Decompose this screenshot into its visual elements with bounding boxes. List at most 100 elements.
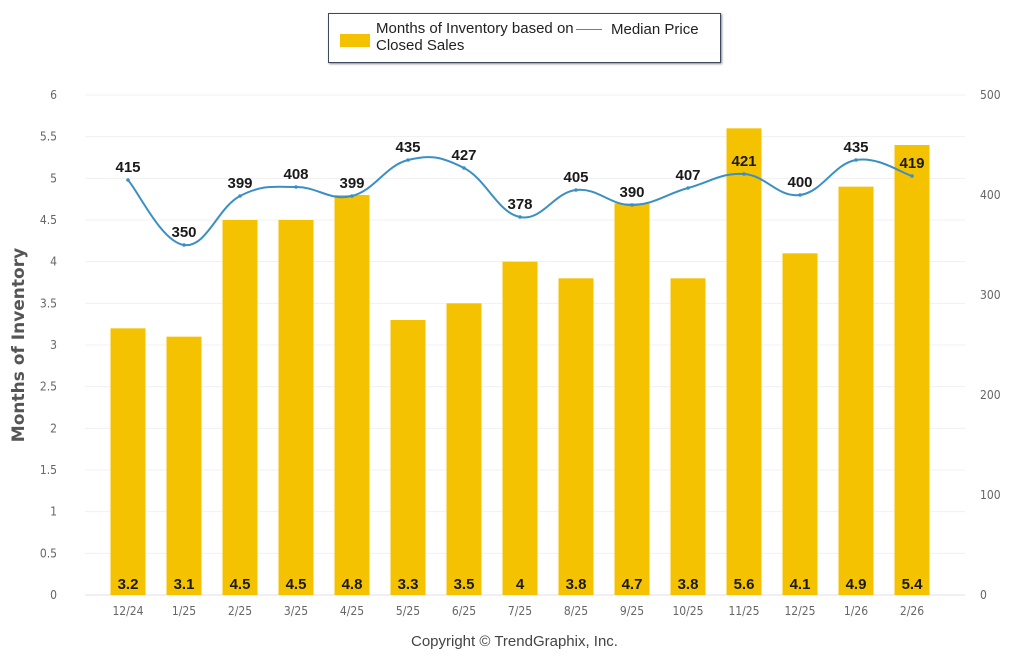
bar [782, 253, 818, 596]
y-tick-label: 5.5 [40, 130, 57, 144]
bar [726, 128, 762, 596]
line-data-label: 435 [843, 139, 868, 156]
bar-data-label: 4.5 [286, 576, 307, 593]
x-tick-label: 5/25 [396, 604, 420, 618]
line-point [910, 174, 914, 178]
bar-series: 3.2 3.1 4.5 4.5 4.8 3.3 3.5 4 3.8 4.7 3.8 5.6 4.1 4.9… [110, 128, 930, 596]
bar-data-label: 3.8 [566, 576, 587, 593]
bar [166, 336, 202, 595]
y2-tick-label: 500 [980, 88, 1001, 102]
line-point [574, 188, 578, 192]
y2-tick-label: 0 [980, 588, 987, 602]
line-point [742, 172, 746, 176]
line-point [182, 243, 186, 247]
line-point [630, 203, 634, 207]
x-tick-label: 11/25 [728, 604, 759, 618]
y-tick-label: 6 [50, 88, 57, 102]
line-data-label: 415 [115, 159, 140, 176]
y2-tick-label: 200 [980, 388, 1001, 402]
x-tick-label: 1/25 [172, 604, 196, 618]
line-point [406, 158, 410, 162]
bar-data-label: 4.7 [622, 576, 643, 593]
copyright-footer: Copyright © TrendGraphix, Inc. [411, 633, 618, 650]
line-point [294, 185, 298, 189]
left-axis-ticks: 0 0.5 1 1.5 2 2.5 3 3.5 4 4.5 5 5.5 6 [40, 88, 57, 602]
y-tick-label: 4.5 [40, 213, 57, 227]
y2-tick-label: 400 [980, 188, 1001, 202]
line-data-label: 419 [899, 155, 924, 172]
x-tick-label: 6/25 [452, 604, 476, 618]
legend: Months of Inventory based on Closed Sale… [328, 13, 721, 63]
bar-data-label: 5.6 [734, 576, 755, 593]
bar-data-label: 4 [516, 576, 525, 593]
y-tick-label: 4 [50, 255, 57, 269]
x-tick-label: 12/24 [112, 604, 143, 618]
y2-tick-label: 300 [980, 288, 1001, 302]
line-data-label: 435 [395, 139, 420, 156]
line-data-label: 399 [227, 175, 252, 192]
line-data-label: 378 [507, 196, 532, 213]
x-tick-label: 3/25 [284, 604, 308, 618]
y2-tick-label: 100 [980, 488, 1001, 502]
line-data-label: 421 [731, 153, 756, 170]
bar [838, 186, 874, 595]
y-tick-label: 5 [50, 171, 57, 185]
y-tick-label: 3.5 [40, 296, 57, 310]
y-tick-label: 1.5 [40, 463, 57, 477]
x-tick-label: 7/25 [508, 604, 532, 618]
bar-data-label: 4.9 [846, 576, 867, 593]
bar [894, 145, 930, 595]
bar [670, 278, 706, 595]
x-tick-label: 2/25 [228, 604, 252, 618]
bar [278, 220, 314, 595]
bar [446, 303, 482, 595]
line-data-label: 350 [171, 224, 196, 241]
bar-data-label: 3.2 [118, 576, 139, 593]
legend-label-median-price: Median Price [611, 21, 699, 38]
legend-swatch-inventory [340, 34, 370, 47]
bar-data-label: 5.4 [902, 576, 924, 593]
line-data-label: 407 [675, 167, 700, 184]
line-point [238, 194, 242, 198]
bar-data-label: 3.3 [398, 576, 419, 593]
bar [502, 261, 538, 595]
bar-data-label: 3.8 [678, 576, 699, 593]
bar [390, 320, 426, 595]
line-point [126, 178, 130, 182]
bar-data-label: 3.1 [174, 576, 195, 593]
bar-data-label: 4.1 [790, 576, 811, 593]
line-point [518, 215, 522, 219]
right-axis-ticks: 0 100 200 300 400 500 [980, 88, 1001, 602]
x-tick-label: 2/26 [900, 604, 924, 618]
y-tick-label: 0.5 [40, 546, 57, 560]
line-data-label: 399 [339, 175, 364, 192]
line-data-label: 400 [787, 174, 812, 191]
y-axis-label: Months of Inventory [9, 248, 29, 442]
y-tick-label: 2 [50, 421, 57, 435]
line-point [686, 186, 690, 190]
x-tick-label: 8/25 [564, 604, 588, 618]
line-point [462, 166, 466, 170]
y-tick-label: 2.5 [40, 380, 57, 394]
bar [222, 220, 258, 595]
bar [558, 278, 594, 595]
line-data-label: 427 [451, 147, 476, 164]
line-data-label: 390 [619, 184, 644, 201]
bar [614, 203, 650, 596]
bar-data-label: 4.5 [230, 576, 251, 593]
x-tick-label: 4/25 [340, 604, 364, 618]
line-point [350, 194, 354, 198]
x-tick-label: 12/25 [784, 604, 815, 618]
legend-swatch-median-price [576, 29, 602, 30]
bar-data-label: 3.5 [454, 576, 475, 593]
line-data-label: 408 [283, 166, 308, 183]
y-tick-label: 0 [50, 588, 57, 602]
x-tick-label: 1/26 [844, 604, 868, 618]
y-tick-label: 1 [50, 505, 57, 519]
line-point [798, 193, 802, 197]
line-point [854, 158, 858, 162]
bar [334, 195, 370, 595]
line-data-label: 405 [563, 169, 588, 186]
y-tick-label: 3 [50, 338, 57, 352]
x-tick-label: 10/25 [672, 604, 703, 618]
